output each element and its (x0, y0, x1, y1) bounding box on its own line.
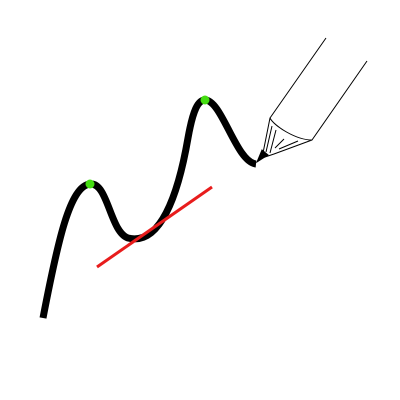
drawn-curve (39, 96, 258, 319)
pencil-cone (261, 117, 313, 159)
tangent-line (96, 185, 213, 269)
pencil-tip (255, 149, 269, 164)
pencil-body (269, 37, 368, 141)
pencil-icon (255, 37, 368, 164)
pencil-cone-shading (265, 125, 299, 154)
local-maximum-left-marker (85, 179, 95, 189)
local-maximum-right-marker (200, 95, 210, 105)
